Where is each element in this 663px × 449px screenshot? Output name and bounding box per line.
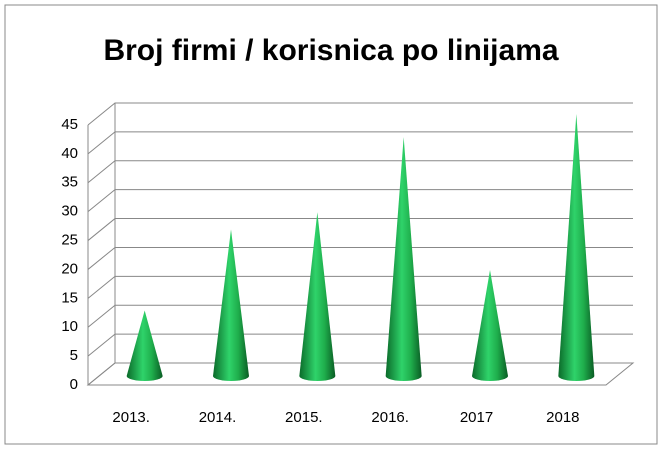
x-tick-label: 2017 (460, 409, 493, 426)
cone (385, 137, 422, 382)
y-tick-label: 20 (61, 260, 78, 277)
grid-line (87, 102, 633, 126)
grid-line (87, 160, 633, 184)
y-tick-label: 25 (61, 232, 78, 249)
x-tick-label: 2015. (285, 409, 323, 426)
y-tick-label: 5 (70, 347, 78, 364)
x-tick-label: 2018 (546, 409, 579, 426)
y-tick-label: 35 (61, 174, 78, 191)
x-tick-label: 2013. (112, 409, 150, 426)
y-tick-label: 40 (61, 145, 78, 162)
grid-line (87, 131, 633, 155)
cone (472, 270, 508, 381)
x-tick-label: 2016. (371, 409, 409, 426)
grid-line (87, 304, 633, 328)
cone (213, 229, 249, 381)
x-tick-label: 2014. (199, 409, 237, 426)
grid-line (87, 275, 633, 299)
grid-line (87, 246, 633, 270)
y-tick-label: 45 (61, 116, 78, 133)
grid-line (87, 362, 633, 386)
cone (299, 212, 336, 382)
cone (126, 310, 163, 381)
y-tick-label: 15 (61, 289, 78, 306)
grid-line (87, 333, 633, 357)
cone (558, 114, 595, 381)
y-tick-label: 10 (61, 318, 78, 335)
y-tick-label: 0 (70, 376, 78, 393)
grid-line (87, 189, 633, 213)
chart-title: Broj firmi / korisnica po linijama (103, 34, 558, 67)
grid-line (87, 218, 633, 241)
y-tick-label: 30 (61, 203, 78, 220)
